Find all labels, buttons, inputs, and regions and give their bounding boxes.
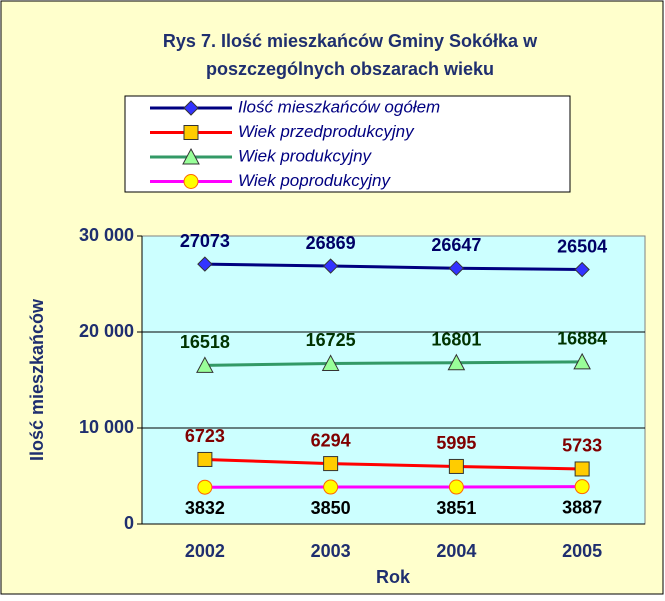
data-label: 16725 (306, 330, 356, 350)
y-tick-label: 10 000 (79, 417, 134, 437)
legend-label: Wiek poprodukcyjny (238, 171, 391, 190)
point (448, 458, 464, 474)
point (323, 456, 339, 472)
point (574, 479, 590, 495)
data-label: 3850 (311, 498, 351, 518)
legend-label: Wiek produkcyjny (238, 146, 373, 165)
data-label: 26504 (557, 236, 607, 256)
x-axis-label: Rok (376, 567, 411, 587)
point (196, 356, 214, 373)
y-tick-label: 20 000 (79, 321, 134, 341)
y-tick-label: 0 (124, 513, 134, 533)
legend-label: Ilość mieszkańców ogółem (238, 97, 440, 116)
data-label: 26647 (431, 235, 481, 255)
legend-marker (183, 174, 199, 189)
point (322, 258, 339, 274)
legend-label: Wiek przedprodukcyjny (238, 122, 415, 141)
series-line (204, 262, 583, 272)
data-label: 26869 (306, 233, 356, 253)
point (574, 461, 590, 477)
data-label: 3851 (436, 498, 476, 518)
series-line (204, 360, 583, 367)
data-label: 27073 (180, 231, 230, 251)
chart-subtitle: poszczególnych obszarach wieku (206, 59, 494, 79)
data-label: 6294 (311, 430, 351, 450)
data-label: 16884 (557, 329, 607, 349)
legend-marker (183, 125, 199, 140)
data-label: 3887 (562, 497, 602, 517)
point (197, 451, 213, 467)
point (197, 479, 213, 495)
point (447, 353, 466, 371)
legend-marker (182, 147, 200, 165)
point (448, 479, 464, 495)
x-tick-label: 2005 (562, 541, 602, 561)
point (448, 260, 465, 276)
y-axis-label: Ilość mieszkańców (27, 298, 47, 461)
series-line (204, 485, 583, 489)
chart-title: Rys 7. Ilość mieszkańców Gminy Sokółka w (163, 31, 538, 51)
point (574, 261, 590, 278)
point (323, 479, 339, 495)
legend-marker (183, 100, 199, 116)
point (321, 354, 340, 371)
x-tick-label: 2003 (311, 541, 351, 561)
data-label: 16518 (180, 332, 230, 352)
data-label: 6723 (185, 426, 225, 446)
point (197, 256, 213, 272)
data-label: 5733 (562, 436, 602, 456)
data-label: 3832 (185, 498, 225, 518)
data-label: 16801 (431, 329, 481, 349)
x-tick-label: 2004 (436, 541, 476, 561)
y-tick-label: 30 000 (79, 225, 134, 245)
legend (124, 95, 571, 193)
data-label: 5995 (436, 433, 476, 453)
point (573, 352, 591, 370)
plot-area (141, 235, 646, 525)
x-tick-label: 2002 (185, 541, 225, 561)
series-line (204, 457, 583, 471)
